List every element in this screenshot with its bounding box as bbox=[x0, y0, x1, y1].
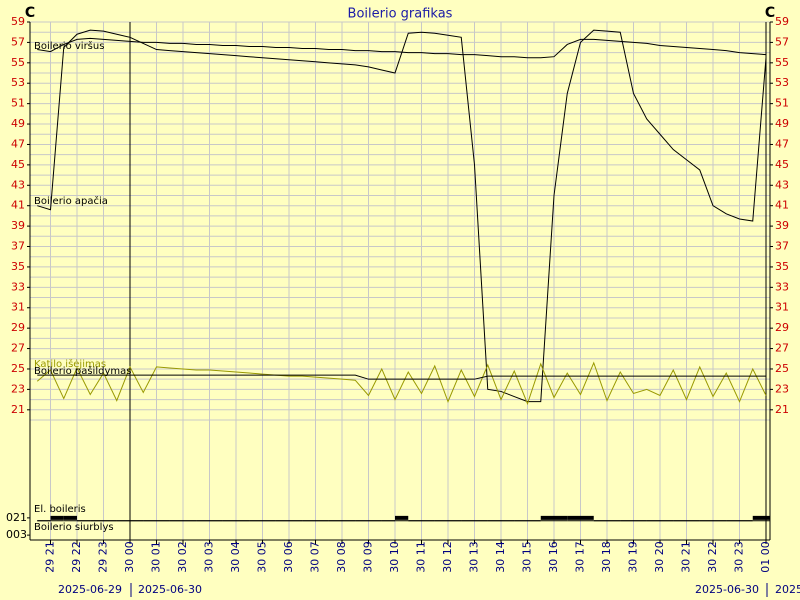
y2-tick-label: 021 bbox=[6, 511, 27, 524]
series-line bbox=[37, 29, 767, 403]
y-tick-label: 27 bbox=[11, 342, 25, 355]
y-tick-label: 45 bbox=[775, 158, 789, 171]
y-tick-label: 41 bbox=[11, 199, 25, 212]
x-tick-label: 30 12 bbox=[441, 541, 454, 573]
y-tick-label: 49 bbox=[775, 117, 789, 130]
y-tick-label: 35 bbox=[775, 260, 789, 273]
x-tick-label: 30 03 bbox=[203, 541, 216, 573]
chart-title: Boilerio grafikas bbox=[348, 7, 453, 22]
y-tick-label: 27 bbox=[775, 342, 789, 355]
series-label: Boilerio siurblys bbox=[34, 522, 114, 533]
x-tick-label: 30 13 bbox=[468, 541, 481, 573]
series-line bbox=[36, 361, 767, 406]
y-tick-label: 55 bbox=[775, 56, 789, 69]
series-label: Boilerio pašildymas bbox=[34, 365, 131, 377]
x-tick-label: 30 00 bbox=[123, 541, 136, 573]
y-tick-label: 25 bbox=[775, 362, 789, 375]
x-tick-label: 30 16 bbox=[547, 541, 560, 573]
series-label: Boilerio viršus bbox=[34, 40, 104, 52]
series-label: El. boileris bbox=[34, 504, 86, 515]
x-tick-label: 30 01 bbox=[150, 541, 163, 573]
y-tick-label: 23 bbox=[11, 382, 25, 395]
y-tick-label: 49 bbox=[11, 117, 25, 130]
series-label: Boilerio apačia bbox=[34, 195, 108, 207]
y-tick-label: 41 bbox=[775, 199, 789, 212]
x-tick-label: 29 22 bbox=[70, 541, 83, 573]
y-tick-label: 55 bbox=[11, 56, 25, 69]
y-tick-label: 23 bbox=[775, 382, 789, 395]
x-tick-label: 30 02 bbox=[176, 541, 189, 573]
y-tick-label: 39 bbox=[775, 219, 789, 232]
date-label: 2025 bbox=[775, 583, 800, 596]
x-tick-label: 30 04 bbox=[229, 541, 242, 573]
y-tick-label: 45 bbox=[11, 158, 25, 171]
y2-tick-label: 003 bbox=[6, 528, 27, 541]
x-tick-label: 30 20 bbox=[653, 541, 666, 573]
y-tick-label: 47 bbox=[11, 137, 25, 150]
x-tick-label: 30 21 bbox=[680, 541, 693, 573]
x-tick-label: 29 23 bbox=[97, 541, 110, 573]
y-tick-label: 51 bbox=[11, 97, 25, 110]
y-tick-label: 21 bbox=[11, 403, 25, 416]
y-tick-label: 33 bbox=[775, 280, 789, 293]
y-tick-label: 33 bbox=[11, 280, 25, 293]
x-tick-label: 30 09 bbox=[362, 541, 375, 573]
x-tick-label: 30 14 bbox=[494, 541, 507, 573]
x-tick-label: 30 15 bbox=[521, 541, 534, 573]
y-tick-label: 37 bbox=[11, 240, 25, 253]
x-tick-label: 01 00 bbox=[759, 541, 772, 573]
y-tick-label: 53 bbox=[775, 76, 789, 89]
y-tick-label: 57 bbox=[11, 35, 25, 48]
x-tick-label: 30 18 bbox=[600, 541, 613, 573]
x-tick-label: 30 22 bbox=[706, 541, 719, 573]
x-tick-label: 30 07 bbox=[309, 541, 322, 573]
y-tick-label: 29 bbox=[775, 321, 789, 334]
y-tick-label: 31 bbox=[775, 301, 789, 314]
x-tick-label: 30 08 bbox=[335, 541, 348, 573]
y-tick-label: 59 bbox=[775, 15, 789, 28]
date-label: 2025-06-29 bbox=[58, 583, 122, 596]
y-unit: C bbox=[765, 5, 775, 21]
y-tick-label: 37 bbox=[775, 240, 789, 253]
y-tick-label: 35 bbox=[11, 260, 25, 273]
date-label: 2025-06-30 bbox=[138, 583, 202, 596]
x-tick-label: 30 10 bbox=[388, 541, 401, 573]
series-label: Katilo išėjimas bbox=[34, 358, 106, 370]
y-tick-label: 43 bbox=[11, 178, 25, 191]
x-tick-label: 30 19 bbox=[627, 541, 640, 573]
y-tick-label: 39 bbox=[11, 219, 25, 232]
x-tick-label: 30 23 bbox=[733, 541, 746, 573]
date-label: 2025-06-30 bbox=[695, 583, 759, 596]
y-tick-label: 53 bbox=[11, 76, 25, 89]
y-tick-label: 59 bbox=[11, 15, 25, 28]
y-tick-label: 29 bbox=[11, 321, 25, 334]
y-tick-label: 47 bbox=[775, 137, 789, 150]
y-tick-label: 21 bbox=[775, 403, 789, 416]
y-unit: C bbox=[25, 5, 35, 21]
y-tick-label: 43 bbox=[775, 178, 789, 191]
series-line bbox=[37, 374, 766, 380]
x-tick-label: 30 05 bbox=[256, 541, 269, 573]
x-tick-label: 30 11 bbox=[415, 541, 428, 573]
x-tick-label: 30 17 bbox=[574, 541, 587, 573]
y-tick-label: 57 bbox=[775, 35, 789, 48]
y-tick-label: 25 bbox=[11, 362, 25, 375]
y-tick-label: 31 bbox=[11, 301, 25, 314]
y-tick-label: 51 bbox=[775, 97, 789, 110]
x-tick-label: 30 06 bbox=[282, 541, 295, 573]
x-tick-label: 29 21 bbox=[44, 541, 57, 573]
